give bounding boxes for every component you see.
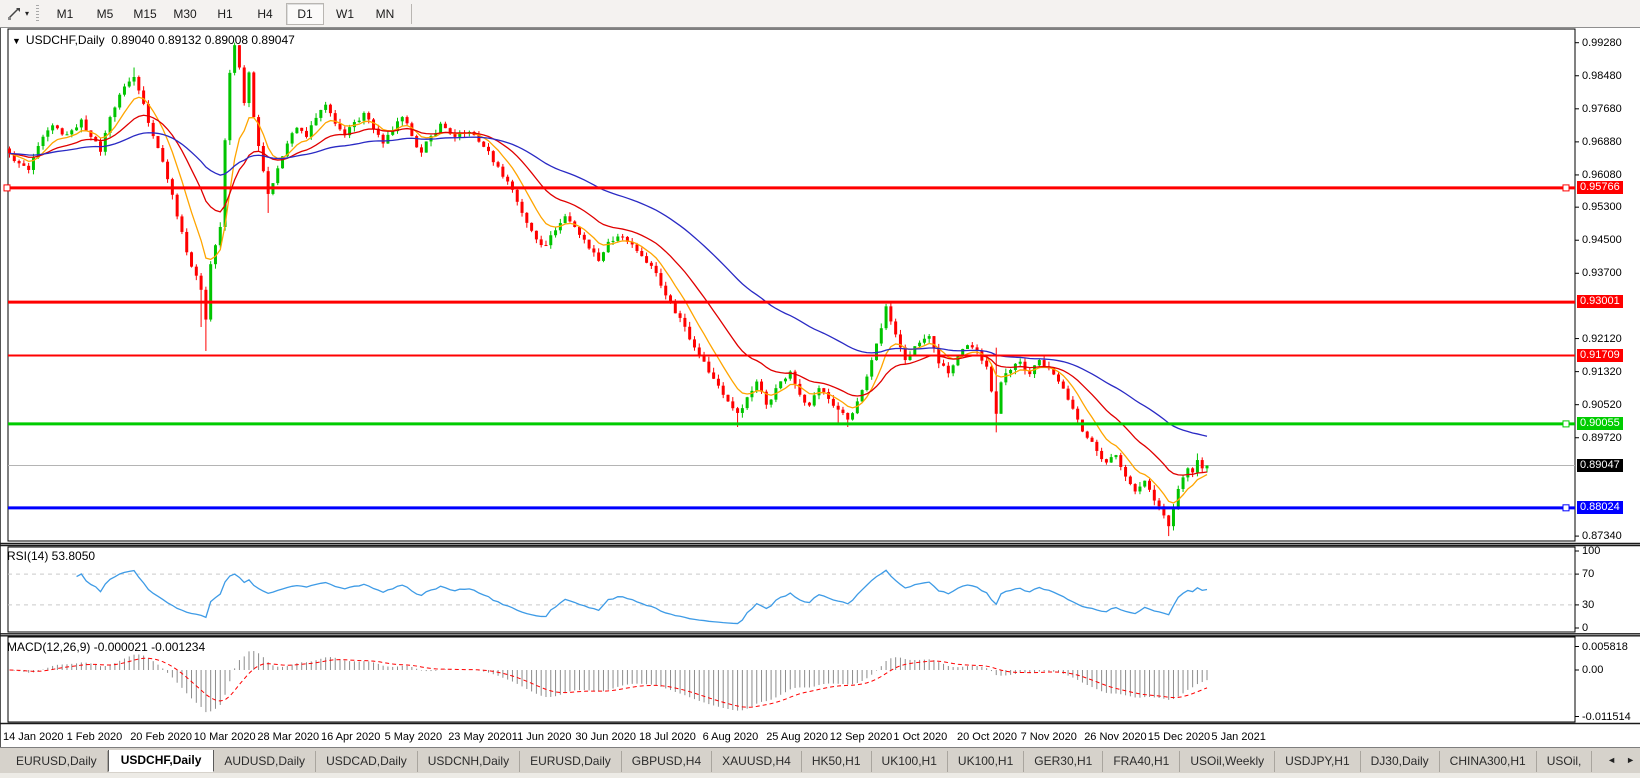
chart-tab-dj30-daily[interactable]: DJ30,Daily (1361, 751, 1440, 772)
chart-tab-uk100-h1[interactable]: UK100,H1 (872, 751, 948, 772)
price-line-badge: 0.95766 (1577, 180, 1623, 194)
price-axis-tick: 0.91320 (1582, 365, 1622, 378)
timeframe-w1-button[interactable]: W1 (336, 6, 355, 21)
chart-tab-usoil-[interactable]: USOil, (1537, 751, 1593, 772)
date-axis-label: 7 Nov 2020 (1020, 731, 1077, 743)
date-axis-label: 10 Mar 2020 (193, 731, 256, 743)
chart-tab-gbpusd-h4[interactable]: GBPUSD,H4 (622, 751, 713, 772)
tabs-scroll-right-icon[interactable]: ► (1626, 755, 1635, 765)
chart-tab-usoil-weekly[interactable]: USOil,Weekly (1180, 751, 1276, 772)
timeframe-m15-button[interactable]: M15 (133, 6, 157, 21)
toolbar-separator (411, 3, 413, 24)
rsi-axis-tick: 100 (1582, 545, 1601, 557)
price-axis-tick: 0.90520 (1582, 398, 1622, 411)
price-line-badge: 0.88024 (1577, 500, 1623, 514)
price-axis-tick: 0.99280 (1582, 36, 1622, 49)
rsi-axis-tick: 0 (1582, 622, 1589, 634)
price-line-badge: 0.90055 (1577, 416, 1623, 430)
chart-tab-audusd-daily[interactable]: AUDUSD,Daily (214, 751, 317, 772)
date-axis-label: 30 Jun 2020 (575, 731, 636, 743)
price-axis-tick: 0.97680 (1582, 102, 1622, 115)
chart-tab-xauusd-h4[interactable]: XAUUSD,H4 (712, 751, 802, 772)
chart-tabs: EURUSD,Daily USDCHF,Daily AUDUSD,Daily USDC… (6, 750, 1610, 772)
date-axis-label: 15 Dec 2020 (1147, 731, 1211, 743)
date-axis-label: 11 Jun 2020 (511, 731, 572, 743)
chart-tab-eurusd-daily[interactable]: EURUSD,Daily (6, 751, 108, 772)
price-axis-tick: 0.95300 (1582, 201, 1622, 214)
current-price-badge: 0.89047 (1577, 458, 1623, 472)
price-axis-tick: 0.93700 (1582, 267, 1622, 280)
date-axis-label: 28 Mar 2020 (257, 731, 320, 743)
macd-indicator-label: MACD(12,26,9) -0.000021 -0.001234 (7, 640, 206, 654)
chart-tab-usdjpy-h1[interactable]: USDJPY,H1 (1275, 751, 1361, 772)
date-axis-label: 26 Nov 2020 (1084, 731, 1147, 743)
price-axis-tick: 0.89720 (1582, 431, 1622, 444)
date-axis-label: 23 May 2020 (448, 731, 512, 743)
tool-dropdown-arrow-icon[interactable]: ▾ (25, 9, 30, 18)
date-axis-label: 20 Feb 2020 (130, 731, 192, 743)
chart-tab-usdcad-daily[interactable]: USDCAD,Daily (316, 751, 418, 772)
trendline-cursor-icon[interactable] (4, 5, 24, 23)
tab-bar-lower-strip (0, 773, 1640, 778)
date-axis-label: 1 Feb 2020 (66, 731, 123, 743)
price-axis-tick: 0.92120 (1582, 332, 1622, 345)
date-axis-label: 12 Sep 2020 (829, 731, 893, 743)
price-line-badge: 0.93001 (1577, 295, 1623, 309)
date-axis-label: 16 Apr 2020 (321, 731, 381, 743)
date-axis-label: 1 Oct 2020 (893, 731, 948, 743)
timeframe-buttons: M1 M5 M15 M30 H1 H4 D1 W1 MN (45, 2, 405, 25)
price-axis-tick: 0.96080 (1582, 168, 1622, 181)
date-axis-label: 20 Oct 2020 (957, 731, 1017, 743)
timeframe-mn-button[interactable]: MN (375, 6, 395, 21)
date-axis-label: 14 Jan 2020 (3, 731, 64, 743)
chart-tab-uk100-h1[interactable]: UK100,H1 (948, 751, 1025, 772)
chart-tab-ger30-h1[interactable]: GER30,H1 (1024, 751, 1104, 772)
price-axis-tick: 0.96880 (1582, 135, 1622, 148)
timeframe-m30-button[interactable]: M30 (173, 6, 197, 21)
timeframe-d1-button[interactable]: D1 (286, 2, 325, 25)
date-axis-label: 5 May 2020 (384, 731, 443, 743)
tabs-scroll-left-icon[interactable]: ◄ (1607, 755, 1617, 765)
macd-axis-tick: 0.005818 (1582, 640, 1628, 653)
price-axis-tick: 0.87340 (1582, 530, 1622, 543)
date-axis-label: 25 Aug 2020 (766, 731, 828, 743)
timeframe-h1-button[interactable]: H1 (217, 6, 233, 21)
price-axis-tick: 0.98480 (1582, 69, 1622, 82)
toolbar-grip[interactable] (36, 4, 40, 23)
symbol-dropdown-icon[interactable]: ▼ (12, 36, 21, 46)
timeframe-h4-button[interactable]: H4 (257, 6, 273, 21)
chart-tab-fra40-h1[interactable]: FRA40,H1 (1103, 751, 1181, 772)
rsi-axis-tick: 70 (1582, 568, 1595, 581)
date-axis-label: 5 Jan 2021 (1211, 731, 1266, 743)
timeframe-m1-button[interactable]: M1 (56, 6, 74, 21)
timeframe-m5-button[interactable]: M5 (96, 6, 114, 21)
macd-axis-tick: 0.00 (1582, 664, 1604, 676)
chart-tab-china300-h1[interactable]: CHINA300,H1 (1440, 751, 1537, 772)
chart-ohlc-quotes: 0.89040 0.89132 0.89008 0.89047 (111, 33, 295, 47)
chart-tab-bar: EURUSD,Daily USDCHF,Daily AUDUSD,Daily USDC… (0, 747, 1640, 778)
chart-tab-usdcnh-daily[interactable]: USDCNH,Daily (418, 751, 521, 772)
rsi-axis-tick: 30 (1582, 598, 1595, 611)
macd-axis-tick: -0.011514 (1582, 710, 1631, 723)
chart-title: ▼ USDCHF,Daily 0.89040 0.89132 0.89008 0.… (12, 33, 295, 47)
chart-symbol-period: USDCHF,Daily (25, 33, 105, 47)
price-line-badge: 0.91709 (1577, 348, 1623, 362)
chart-tab-hk50-h1[interactable]: HK50,H1 (802, 751, 872, 772)
date-axis-label: 6 Aug 2020 (702, 731, 759, 743)
timeframe-toolbar: ▾ M1 M5 M15 M30 H1 H4 D1 W1 MN (0, 0, 1640, 28)
price-axis-tick: 0.94500 (1582, 234, 1622, 247)
chart-tab-eurusd-daily[interactable]: EURUSD,Daily (520, 751, 622, 772)
date-axis-label: 18 Jul 2020 (639, 731, 696, 743)
chart-tab-usdchf-daily[interactable]: USDCHF,Daily (107, 750, 215, 772)
rsi-indicator-label: RSI(14) 53.8050 (7, 549, 96, 563)
